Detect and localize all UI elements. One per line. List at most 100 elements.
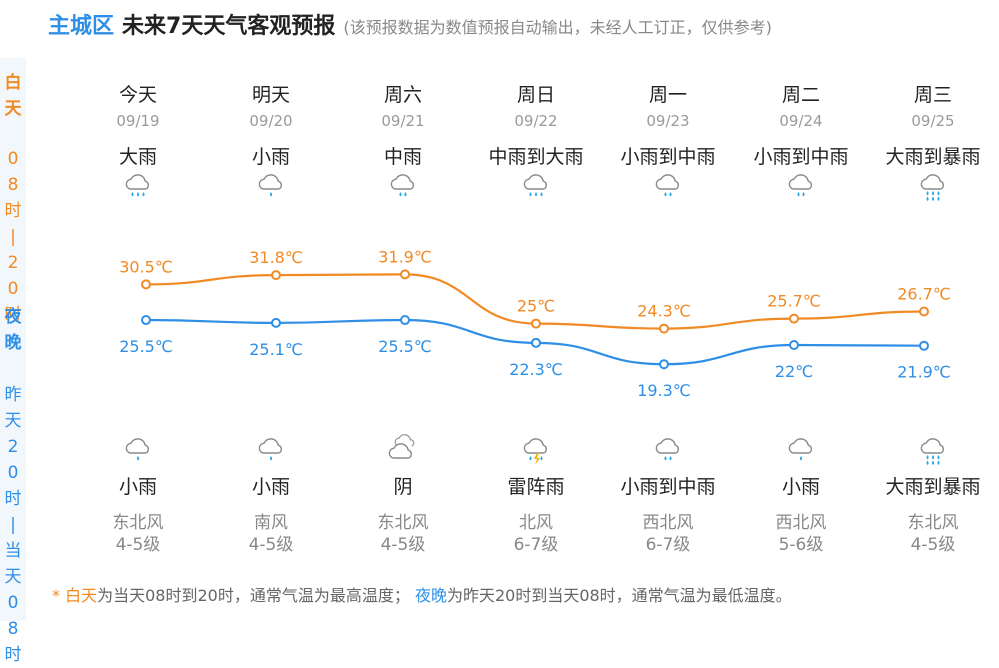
day-date: 09/25 — [911, 112, 955, 130]
footnote-star: * — [52, 586, 60, 605]
heavy-rain-icon — [125, 174, 149, 197]
night-weather: 阴 — [393, 476, 413, 498]
day-name: 明天 — [251, 84, 290, 106]
high-temp-label: 26.7℃ — [897, 284, 951, 303]
moderate-rain-icon — [788, 174, 812, 197]
forecast-day-column: 周一 09/23 小雨到中雨 小雨到中雨 西北风 6-7级 — [603, 0, 733, 560]
forecast-day-column: 周三 09/25 大雨到暴雨 大雨到暴雨 东北风 4-5级 — [868, 0, 998, 560]
night-period-label: 夜晚 — [4, 307, 22, 353]
wind-direction: 南风 — [254, 513, 288, 533]
overcast-icon — [388, 434, 415, 459]
forecast-day-column: 周六 09/21 中雨 阴 东北风 4-5级 — [338, 0, 468, 560]
wind-level: 4-5级 — [248, 535, 294, 555]
wind-level: 4-5级 — [910, 535, 956, 555]
high-temp-point — [919, 306, 929, 317]
day-name: 周六 — [383, 84, 422, 106]
high-temp-point — [141, 279, 151, 290]
low-temp-point — [400, 315, 410, 326]
period-sidebar: 白天 0 8 时 | 2 0 时 夜晚 昨天 2 0 时 | 当天 0 8 时 — [0, 58, 26, 665]
wind-direction: 西北风 — [775, 513, 827, 533]
day-date: 09/21 — [381, 112, 425, 130]
wind-direction: 东北风 — [377, 513, 429, 533]
light-rain-icon — [788, 438, 812, 461]
storm-rain-icon — [920, 438, 944, 465]
forecast-day-column: 周二 09/24 小雨到中雨 小雨 西北风 5-6级 — [736, 0, 866, 560]
high-temp-label: 31.9℃ — [378, 247, 432, 266]
day-period-label: 白天 — [4, 73, 22, 119]
page-title: 未来7天天气客观预报 — [122, 14, 336, 39]
storm-rain-icon — [920, 174, 944, 201]
day-weather: 小雨 — [251, 146, 290, 168]
wind-direction: 北风 — [519, 513, 553, 533]
low-temp-label: 25.5℃ — [378, 337, 432, 356]
day-name: 周二 — [781, 84, 820, 106]
high-temp-label: 25℃ — [517, 297, 555, 316]
day-name: 周三 — [913, 84, 952, 106]
low-temp-point — [789, 339, 799, 350]
wind-level: 4-5级 — [380, 535, 426, 555]
night-weather: 大雨到暴雨 — [885, 476, 981, 498]
light-rain-icon — [258, 174, 282, 197]
thunderstorm-icon — [523, 438, 547, 465]
day-date: 09/24 — [779, 112, 823, 130]
high-temp-label: 31.8℃ — [249, 248, 303, 267]
forecast-day-column: 明天 09/20 小雨 小雨 南风 4-5级 — [206, 0, 336, 560]
day-name: 今天 — [118, 84, 157, 106]
day-date: 09/22 — [514, 112, 558, 130]
moderate-rain-icon — [655, 174, 679, 197]
day-date: 09/20 — [249, 112, 293, 130]
footnote-day-desc: 为当天08时到20时，通常气温为最高温度； — [97, 586, 410, 605]
location-name[interactable]: 主城区 — [48, 14, 115, 39]
low-temp-label: 22℃ — [775, 362, 813, 381]
day-period-time: 0 8 时 | 2 0 时 — [4, 149, 22, 325]
page-header: 主城区 未来7天天气客观预报 (该预报数据为数值预报自动输出，未经人工订正，仅供… — [48, 8, 772, 39]
footnote-night-word: 夜晚 — [414, 586, 447, 605]
wind-direction: 西北风 — [642, 513, 694, 533]
moderate-rain-icon — [655, 438, 679, 461]
day-weather: 中雨到大雨 — [488, 146, 584, 168]
high-temp-label: 24.3℃ — [637, 302, 691, 321]
moderate-rain-icon — [390, 174, 414, 197]
wind-level: 6-7级 — [513, 535, 559, 555]
night-weather: 小雨 — [781, 476, 820, 498]
day-weather: 大雨 — [118, 146, 157, 168]
night-weather: 小雨 — [118, 476, 157, 498]
day-name: 周日 — [516, 84, 555, 106]
day-date: 09/23 — [646, 112, 690, 130]
night-weather: 雷阵雨 — [507, 476, 565, 498]
day-name: 周一 — [648, 84, 687, 106]
low-temp-point — [659, 359, 669, 370]
night-weather: 小雨到中雨 — [620, 476, 716, 498]
day-weather: 大雨到暴雨 — [885, 146, 981, 168]
low-temp-point — [271, 317, 281, 328]
high-temp-point — [659, 323, 669, 334]
high-temp-label: 25.7℃ — [767, 292, 821, 311]
low-temp-label: 22.3℃ — [509, 360, 563, 379]
low-temp-label: 19.3℃ — [637, 381, 691, 400]
low-temp-label: 25.5℃ — [119, 337, 173, 356]
wind-direction: 东北风 — [907, 513, 959, 533]
night-weather: 小雨 — [251, 476, 290, 498]
high-temp-point — [400, 269, 410, 280]
day-weather: 小雨到中雨 — [620, 146, 716, 168]
wind-level: 5-6级 — [778, 535, 824, 555]
low-temp-label: 25.1℃ — [249, 340, 303, 359]
temperature-chart: 30.5℃ 31.8℃ 31.9℃ 25℃ 24.3℃ 25.7℃ 26.7℃ 25.5℃ 25… — [119, 247, 951, 400]
low-temp-label: 21.9℃ — [897, 363, 951, 382]
high-temp-label: 30.5℃ — [119, 257, 173, 276]
low-temp-point — [531, 337, 541, 348]
footnote-day-word: 白天 — [65, 586, 98, 605]
wind-direction: 东北风 — [112, 513, 164, 533]
day-date: 09/19 — [116, 112, 160, 130]
high-temp-point — [789, 313, 799, 324]
forecast-day-column: 今天 09/19 大雨 小雨 东北风 4-5级 — [73, 0, 203, 560]
low-temp-point — [919, 340, 929, 351]
light-rain-icon — [125, 438, 149, 461]
wind-level: 6-7级 — [645, 535, 691, 555]
high-temp-point — [531, 318, 541, 329]
light-rain-icon — [258, 438, 282, 461]
footer-note: * 白天为当天08时到20时，通常气温为最高温度； 夜晚为昨天20时到当天08时… — [52, 582, 792, 606]
day-weather: 小雨到中雨 — [753, 146, 849, 168]
day-weather: 中雨 — [383, 146, 422, 168]
disclaimer-note: (该预报数据为数值预报自动输出，未经人工订正，仅供参考) — [343, 18, 772, 37]
